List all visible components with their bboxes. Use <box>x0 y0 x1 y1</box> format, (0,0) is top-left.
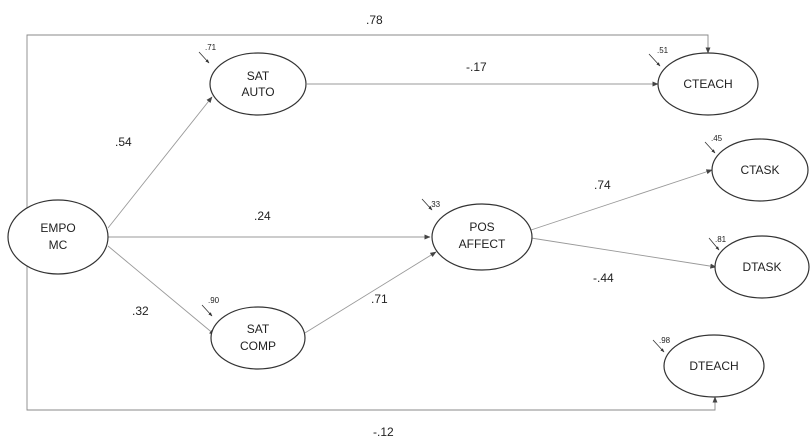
error-value-pos: .33 <box>429 200 441 209</box>
node-empo-mc: EMPO MC <box>7 199 109 275</box>
edge-empo-cteach <box>26 34 711 208</box>
error-value-cteach: .51 <box>657 46 669 55</box>
node-dteach-label: DTEACH <box>689 359 738 373</box>
coef-pos-dtask: -.44 <box>593 271 614 285</box>
error-arrow-ctask <box>704 141 716 154</box>
node-cteach: CTEACH <box>657 52 759 116</box>
node-sat-comp: SAT COMP <box>210 306 306 370</box>
node-dteach: DTEACH <box>663 334 765 398</box>
error-arrow-dtask <box>708 237 720 251</box>
coef-empo-cteach: .78 <box>366 13 383 27</box>
edge-pos-dtask <box>530 237 717 269</box>
coef-empo-pos: .24 <box>254 209 271 223</box>
node-cteach-label: CTEACH <box>683 77 732 91</box>
node-sat-auto-line1: SAT <box>247 69 270 83</box>
node-dtask-label: DTASK <box>742 260 781 274</box>
edge-satcomp-pos <box>299 251 437 337</box>
error-arrow-satauto <box>198 51 210 64</box>
node-sat-auto: SAT AUTO <box>209 52 307 116</box>
node-ctask-label: CTASK <box>740 163 779 177</box>
error-value-dteach: .98 <box>659 336 671 345</box>
error-arrow-pos <box>421 198 433 211</box>
edge-pos-ctask <box>530 169 713 231</box>
error-value-dtask: .81 <box>715 235 727 244</box>
error-arrow-cteach <box>648 53 661 67</box>
node-sat-auto-line2: AUTO <box>241 85 274 99</box>
node-pos-affect-line2: AFFECT <box>459 237 506 251</box>
node-empo-mc-line2: MC <box>49 238 68 252</box>
node-pos-affect: POS AFFECT <box>431 203 533 271</box>
node-pos-affect-line1: POS <box>469 220 494 234</box>
coef-satauto-cteach: -.17 <box>466 60 487 74</box>
coef-empo-satauto: .54 <box>115 135 132 149</box>
node-dtask: DTASK <box>714 235 810 299</box>
coef-empo-satcomp: .32 <box>132 304 149 318</box>
error-value-satauto: .71 <box>205 43 217 52</box>
node-sat-comp-line2: COMP <box>240 339 276 353</box>
node-ctask: CTASK <box>711 138 809 202</box>
error-arrow-dteach <box>652 339 665 353</box>
error-value-satcomp: .90 <box>208 296 220 305</box>
coef-empo-dteach: -.12 <box>373 425 394 439</box>
node-sat-comp-line1: SAT <box>247 322 270 336</box>
node-empo-mc-line1: EMPO <box>40 221 75 235</box>
edge-empo-satcomp <box>107 245 216 336</box>
error-value-ctask: .45 <box>711 134 723 143</box>
coef-pos-ctask: .74 <box>594 178 611 192</box>
edge-empo-satauto <box>107 96 213 229</box>
coef-satcomp-pos: .71 <box>371 292 388 306</box>
error-arrow-satcomp <box>201 304 213 317</box>
edge-empo-dteach <box>26 266 718 411</box>
